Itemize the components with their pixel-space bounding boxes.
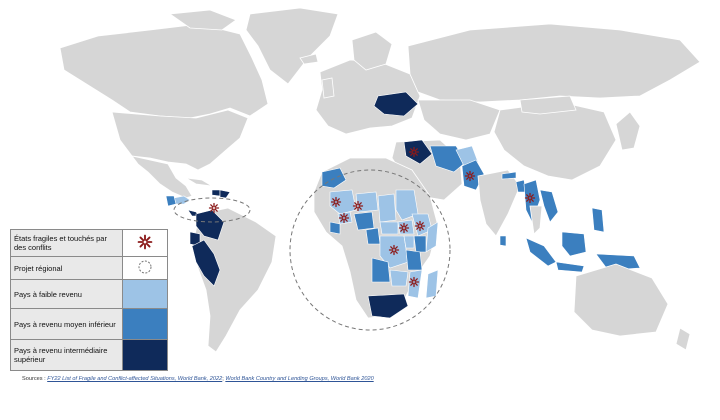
angola: [371, 257, 391, 283]
legend-label-fragile: États fragiles et touchés par des confli…: [9, 229, 124, 257]
uganda-rwanda: [403, 235, 415, 249]
regional-circle-africa: [289, 169, 451, 331]
laos-vietnam: [539, 189, 559, 223]
greenland: [245, 7, 339, 85]
mexico: [131, 155, 193, 199]
india: [477, 169, 521, 237]
sources-line: Sources : FY22 List of Fragile and Confl…: [22, 376, 374, 382]
indonesia-sumatra: [525, 237, 557, 267]
russia: [407, 23, 701, 103]
canada: [59, 23, 269, 119]
world-map: [59, 7, 701, 353]
cuba: [185, 177, 213, 187]
mozambique: [407, 269, 423, 299]
korea-japan: [615, 111, 641, 151]
source-link-lending-groups[interactable]: World Bank Country and Lending Groups, W…: [225, 376, 374, 382]
legend-label-upper-middle: Pays à revenu intermédiaire supérieur: [9, 339, 124, 371]
new-zealand: [675, 327, 691, 351]
map-legend: États fragiles et touchés par des confli…: [9, 229, 168, 371]
sources-separator: ;: [222, 376, 226, 382]
sources-prefix: Sources :: [22, 376, 48, 382]
legend-row-upper-middle: Pays à revenu intermédiaire supérieur: [9, 339, 168, 371]
mali: [329, 189, 357, 215]
legend-row-regional: Projet régional: [9, 256, 168, 280]
nigeria: [353, 211, 375, 231]
arctic-islands: [168, 9, 237, 31]
legend-label-lower-middle: Pays à revenu moyen inférieur: [9, 308, 124, 340]
legend-swatch-low-income: [122, 279, 168, 309]
guatemala: [165, 195, 177, 207]
australia: [573, 263, 669, 337]
niger: [355, 191, 379, 213]
somalia: [425, 221, 439, 253]
usa: [111, 109, 249, 171]
philippines: [591, 207, 605, 233]
china: [493, 101, 617, 181]
sudan: [395, 189, 419, 221]
cameroon: [365, 227, 381, 245]
south-africa: [367, 293, 409, 319]
legend-row-fragile: États fragiles et touchés par des confli…: [9, 229, 168, 257]
ukraine: [373, 91, 419, 117]
regional-circle-caribbean: [173, 197, 251, 223]
zambia: [389, 269, 409, 287]
south-sudan: [397, 219, 415, 235]
legend-row-lower-middle: Pays à revenu moyen inférieur: [9, 308, 168, 340]
indonesia-java: [555, 261, 585, 273]
afghanistan: [455, 145, 479, 167]
legend-swatch-lower-middle: [122, 308, 168, 340]
peru: [191, 239, 221, 287]
indonesia-borneo: [561, 231, 587, 257]
legend-row-low-income: Pays à faible revenu: [9, 279, 168, 309]
sri-lanka: [499, 235, 507, 247]
legend-swatch-upper-middle: [122, 339, 168, 371]
source-link-fcs[interactable]: FY22 List of Fragile and Conflict-affect…: [47, 376, 223, 382]
madagascar: [425, 269, 439, 299]
scandinavia: [351, 31, 393, 71]
kenya: [413, 235, 427, 253]
haiti: [211, 189, 221, 197]
tanzania: [405, 249, 423, 271]
mongolia: [519, 95, 577, 115]
fragile-state-star-icon: [137, 234, 153, 250]
legend-label-low-income: Pays à faible revenu: [9, 279, 124, 309]
central-asia: [417, 99, 501, 141]
dominican-republic: [219, 189, 231, 199]
car: [379, 221, 399, 235]
dashed-circle-icon: [138, 260, 152, 274]
cote-divoire: [329, 221, 341, 235]
iceland: [299, 53, 319, 65]
uk: [321, 77, 335, 99]
south-america: [191, 207, 277, 353]
chad: [377, 193, 397, 223]
papua: [595, 253, 641, 271]
legend-label-regional: Projet régional: [9, 256, 124, 280]
fragile-marker-haiti: [208, 202, 220, 214]
thailand: [529, 205, 543, 235]
nepal: [501, 171, 517, 180]
